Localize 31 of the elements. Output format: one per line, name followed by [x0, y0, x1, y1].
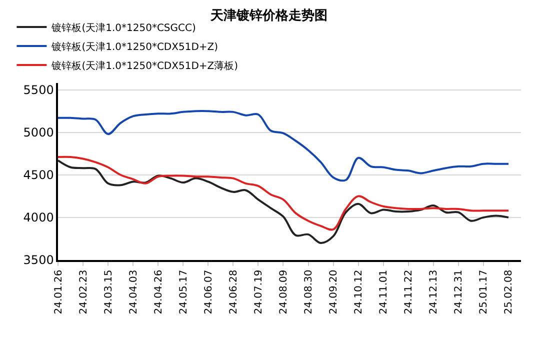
y-tick-label: 5000: [23, 126, 54, 140]
line-series: [58, 156, 510, 231]
legend-label: 镀锌板(天津1.0*1250*CDX51D+Z薄板): [50, 60, 238, 72]
x-tick-label: 24.08.30: [304, 270, 315, 314]
x-tick-label: 24.03.15: [103, 270, 114, 314]
line-series: [58, 110, 510, 182]
x-tick-label: 24.12.13: [428, 270, 440, 314]
x-tick-label: 24.01.26: [53, 270, 64, 314]
x-tick-label: 24.06.07: [203, 270, 214, 314]
line-series: [58, 159, 510, 244]
x-tick-label: 24.06.28: [228, 270, 240, 314]
y-tick-label: 3500: [23, 253, 54, 268]
x-tick-label: 24.12.31: [454, 270, 465, 314]
y-tick-label: 5500: [23, 83, 54, 98]
x-tick-label: 25.02.08: [504, 270, 515, 314]
x-tick-label: 24.04.03: [128, 270, 140, 314]
x-tick-label: 24.05.17: [178, 270, 190, 314]
legend-label: 镀锌板(天津1.0*1250*CDX51D+Z): [50, 40, 218, 53]
x-tick-label: 24.04.26: [153, 270, 164, 314]
x-tick-label: 24.07.19: [253, 270, 264, 314]
y-tick-label: 4000: [23, 210, 54, 225]
x-tick-label: 24.11.22: [404, 270, 415, 314]
x-tick-label: 25.01.17: [478, 270, 490, 314]
chart-title: 天津镀锌价格走势图: [210, 7, 328, 24]
x-tick-label: 24.11.01: [378, 270, 390, 314]
x-tick-label: 24.02.23: [78, 270, 90, 314]
x-tick-label: 24.08.09: [278, 270, 290, 314]
legend-label: 镀锌板(天津1.0*1250*CSGCC): [50, 22, 196, 34]
x-tick-label: 24.10.12: [354, 270, 365, 314]
y-tick-label: 4500: [23, 168, 54, 182]
x-tick-label: 24.09.20: [328, 270, 340, 314]
